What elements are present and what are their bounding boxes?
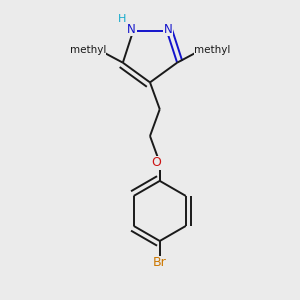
Text: N: N <box>127 23 136 36</box>
Text: methyl: methyl <box>194 45 230 55</box>
Text: N: N <box>164 23 173 36</box>
Text: O: O <box>151 156 161 170</box>
Text: methyl: methyl <box>70 45 106 55</box>
Text: H: H <box>118 14 126 24</box>
Text: Br: Br <box>153 256 166 269</box>
